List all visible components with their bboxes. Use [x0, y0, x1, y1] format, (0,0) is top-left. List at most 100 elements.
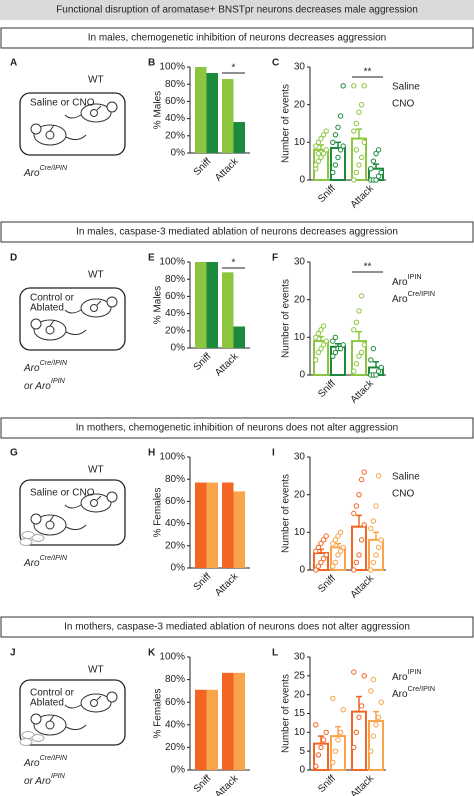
- genotype-label-sup: Cre/IPIN: [40, 753, 68, 762]
- data-point: [315, 563, 322, 569]
- genotype-label: AroCre/IPIN: [23, 553, 68, 569]
- data-point: [315, 150, 322, 157]
- x-tick-label: Sniff: [316, 378, 338, 400]
- y-tick-label: 0%: [171, 563, 186, 574]
- legend-label-base: Aro: [392, 294, 408, 305]
- bar: [195, 482, 207, 568]
- y-axis-title: Number of events: [281, 279, 292, 358]
- data-point: [351, 83, 357, 89]
- data-point: [330, 139, 336, 146]
- genotype-label: AroCre/IPIN: [23, 163, 68, 179]
- y-tick-label: 30: [294, 62, 306, 73]
- section-box: [0, 221, 474, 243]
- legend-label: CNO: [392, 489, 414, 500]
- data-point: [351, 128, 357, 134]
- x-tick-label: Attack: [349, 573, 377, 601]
- data-point: [356, 308, 362, 314]
- data-point: [330, 540, 336, 547]
- data-point: [356, 491, 362, 498]
- genotype-label: AroCre/IPIN: [23, 753, 68, 769]
- bar: [233, 491, 245, 568]
- data-point: [370, 559, 377, 566]
- data-point: [375, 544, 382, 551]
- data-point: [335, 533, 341, 539]
- data-point: [315, 752, 322, 758]
- treatment-label: Saline or CNO: [30, 488, 95, 499]
- legend-label: CNO: [392, 99, 414, 110]
- legend-label-sup: Cre/IPIN: [408, 684, 436, 693]
- data-point: [368, 567, 374, 573]
- data-point: [373, 503, 379, 509]
- y-tick-label: 40%: [165, 113, 185, 124]
- data-point: [373, 150, 379, 157]
- y-tick-label: 30: [294, 257, 306, 268]
- section-box: [0, 417, 474, 439]
- x-tick-label: Sniff: [316, 573, 338, 595]
- data-point: [351, 327, 357, 333]
- y-tick-label: 0: [299, 565, 305, 576]
- legend-label-sup: IPIN: [408, 667, 422, 676]
- x-tick-label: Attack: [349, 378, 377, 406]
- data-point: [315, 330, 322, 337]
- data-point: [361, 469, 367, 475]
- y-tick-label: 20: [294, 689, 306, 700]
- x-tick-label: Attack: [213, 571, 241, 599]
- x-tick-label: Attack: [349, 773, 377, 796]
- legend-label-base: Aro: [392, 689, 408, 700]
- data-point: [323, 729, 329, 736]
- data-point: [351, 177, 357, 183]
- data-point: [332, 559, 339, 566]
- data-point: [373, 722, 379, 728]
- section-title: In males, chemogenetic inhibition of neu…: [88, 33, 387, 44]
- bar: [233, 672, 245, 770]
- genotype-label: AroCre/IPIN: [23, 358, 68, 374]
- y-tick-label: 15: [294, 708, 306, 719]
- panel-letter: E: [148, 253, 155, 264]
- error-bar: [356, 514, 362, 527]
- data-point: [320, 323, 327, 329]
- data-point: [340, 83, 346, 89]
- genotype-label-sup: IPIN: [51, 376, 66, 385]
- genotype-label-sup: Cre/IPIN: [40, 553, 68, 562]
- data-point: [353, 559, 360, 566]
- data-point: [330, 353, 336, 359]
- data-point: [318, 540, 324, 547]
- x-tick-label: Sniff: [316, 183, 338, 205]
- error-bar: [356, 330, 362, 342]
- bar: [233, 326, 245, 348]
- bar: [368, 720, 384, 771]
- y-tick-label: 40%: [165, 308, 185, 319]
- diagram: [19, 287, 126, 351]
- diagram: [19, 92, 126, 156]
- treatment-label: Saline or CNO: [30, 98, 95, 109]
- data-point: [351, 567, 357, 573]
- panel-letter: B: [148, 58, 155, 69]
- legend-label: AroCre/IPIN: [392, 289, 435, 305]
- data-point: [358, 537, 365, 543]
- y-tick-label: 80%: [165, 474, 185, 485]
- sig-label: *: [232, 63, 236, 74]
- data-point: [315, 349, 322, 356]
- sig-label: **: [364, 262, 372, 273]
- data-point: [337, 113, 344, 119]
- data-point: [330, 338, 336, 344]
- y-tick-label: 0: [299, 765, 305, 776]
- data-point: [358, 349, 365, 356]
- wt-label: WT: [88, 75, 104, 86]
- data-point: [351, 368, 357, 374]
- data-point: [368, 688, 374, 694]
- data-point: [340, 707, 346, 713]
- y-axis-title: % Males: [153, 286, 164, 324]
- page-title: Functional disruption of aromatase+ BNST…: [56, 5, 418, 16]
- data-point: [378, 537, 384, 543]
- data-point: [318, 154, 324, 161]
- section-box: [0, 616, 474, 638]
- section-title: In males, caspase-3 mediated ablation of…: [76, 227, 398, 238]
- data-point: [332, 334, 339, 341]
- genotype-label-base: Aro: [23, 758, 40, 769]
- data-point: [358, 101, 365, 108]
- y-tick-label: 60%: [165, 697, 185, 708]
- y-tick-label: 20%: [165, 325, 185, 336]
- data-point: [313, 548, 319, 554]
- legend-label: AroIPIN: [392, 272, 422, 288]
